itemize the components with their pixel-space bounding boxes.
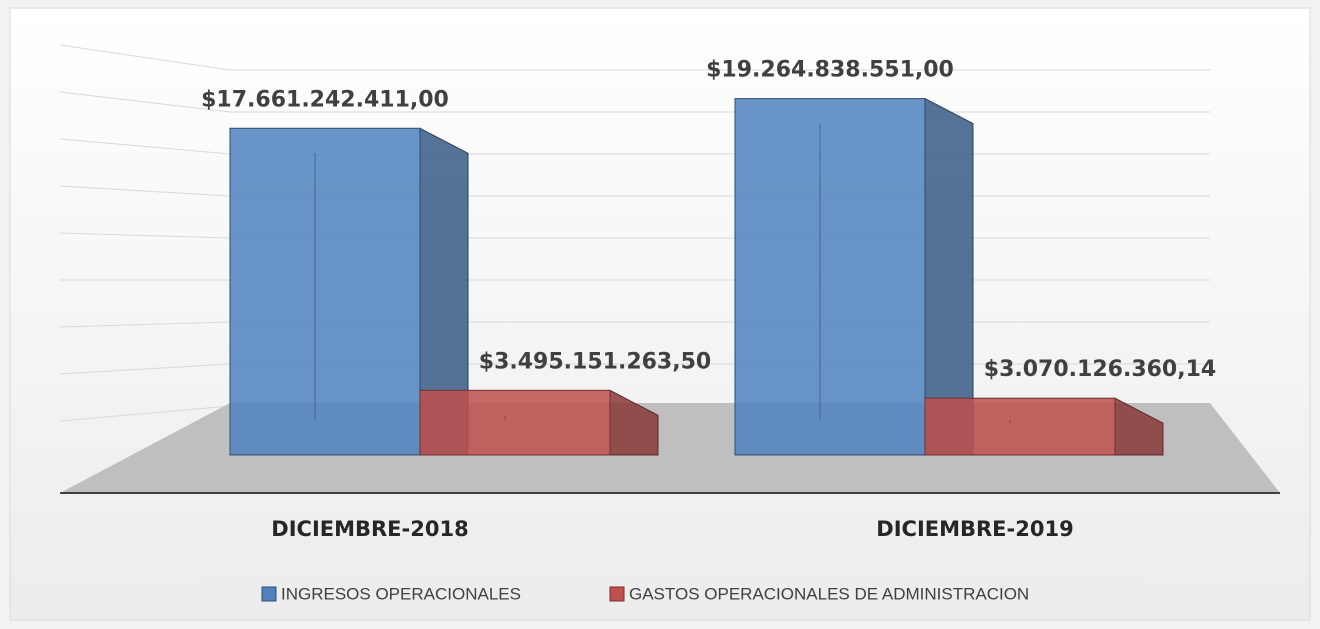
legend-swatch — [609, 586, 625, 602]
bar — [924, 397, 1116, 456]
legend-label: GASTOS OPERACIONALES DE ADMINISTRACION — [629, 584, 1029, 603]
value-label: $3.495.151.263,50 — [479, 349, 711, 374]
bar — [229, 127, 421, 456]
category-label: DICIEMBRE-2018 — [271, 517, 468, 541]
value-label: $3.070.126.360,14 — [984, 357, 1216, 382]
bar — [734, 98, 926, 456]
value-label: $19.264.838.551,00 — [706, 58, 954, 83]
bar — [419, 389, 611, 456]
legend — [200, 573, 1140, 617]
category-label: DICIEMBRE-2019 — [876, 517, 1073, 541]
legend-swatch — [261, 586, 277, 602]
legend-label: INGRESOS OPERACIONALES — [281, 584, 521, 603]
value-label: $17.661.242.411,00 — [201, 87, 449, 112]
chart-area — [9, 7, 1311, 621]
